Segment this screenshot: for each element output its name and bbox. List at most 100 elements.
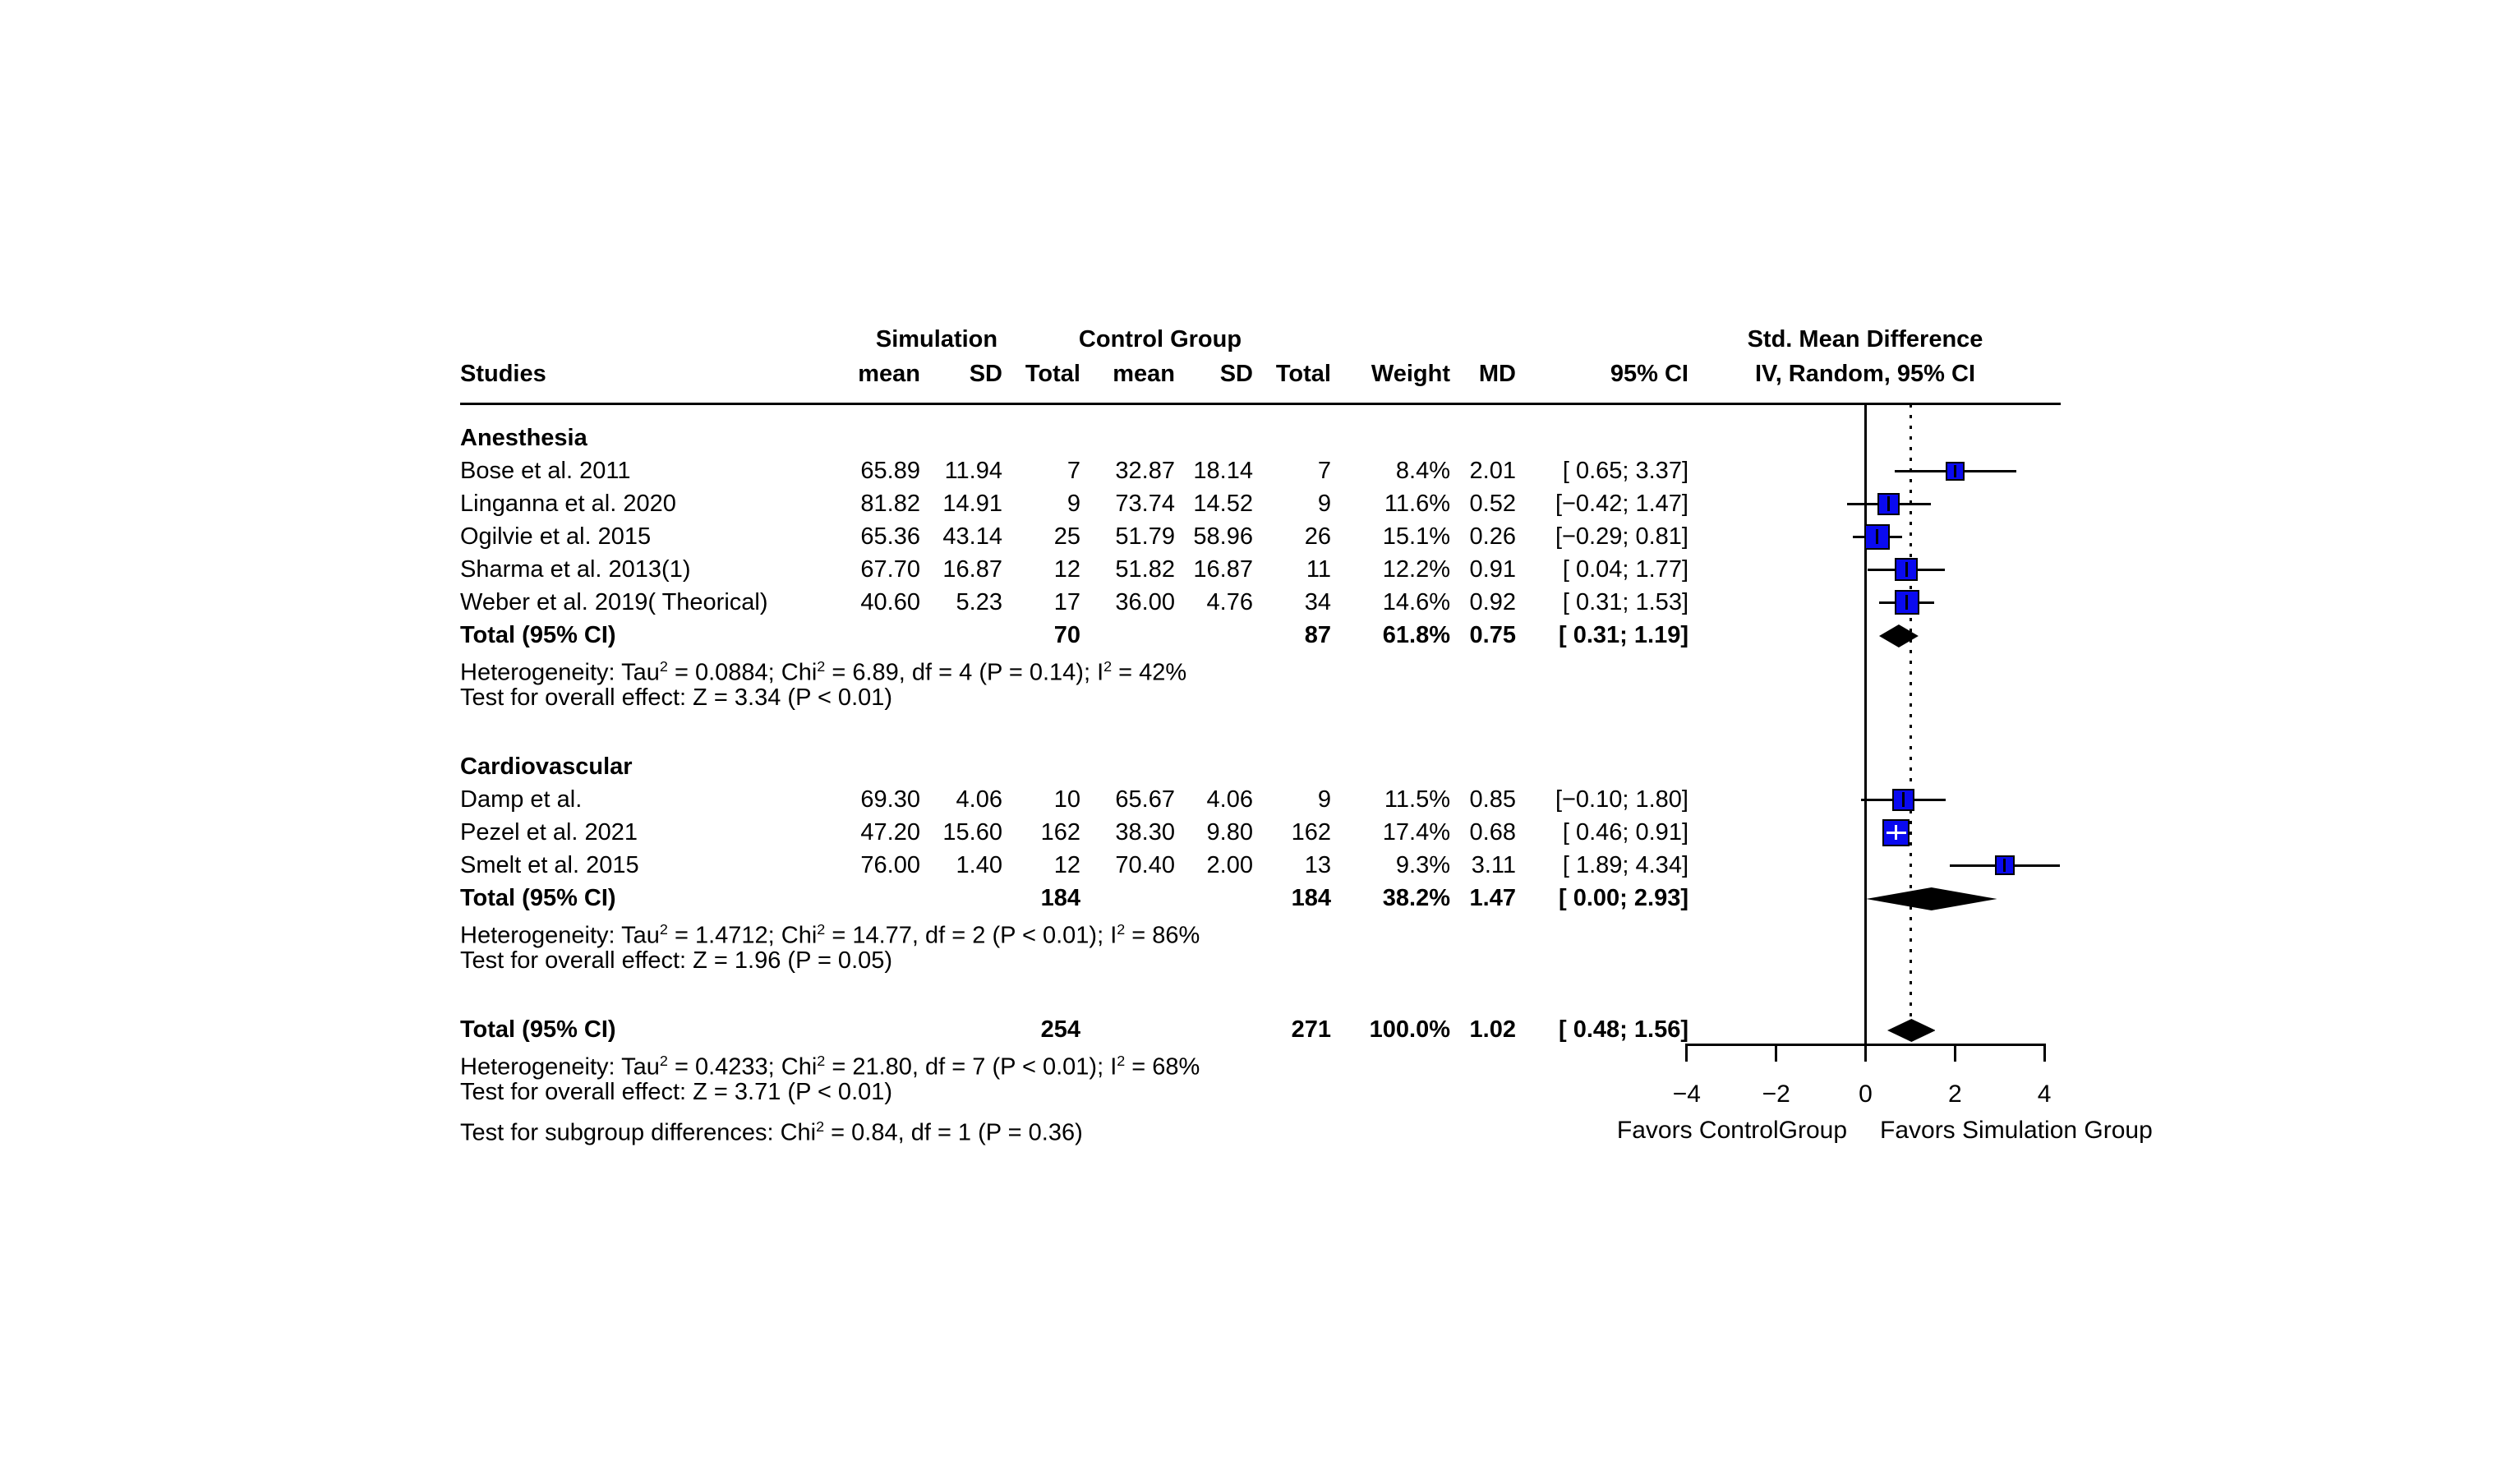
cell-md: 3.11: [1471, 852, 1516, 878]
cell-sim-total: 7: [1067, 458, 1080, 484]
cell-ctrl-total: 9: [1317, 491, 1331, 517]
study-name: Weber et al. 2019( Theorical): [460, 589, 768, 615]
overall-effect-note: Test for overall effect: Z = 3.34 (P < 0…: [460, 684, 893, 711]
header-rule: [460, 403, 2061, 405]
point-estimate-tick: [1894, 825, 1897, 840]
pooled-diamond: [1865, 887, 1997, 910]
cell-sim-mean: 69.30: [860, 786, 920, 813]
cell-ctrl-mean: 73.74: [1115, 491, 1175, 517]
cell-ctrl-total: 11: [1306, 556, 1331, 583]
x-axis-tick-label: −2: [1762, 1081, 1790, 1108]
cell-ctrl-total: 26: [1304, 523, 1331, 550]
cell-sim-sd: 43.14: [942, 523, 1002, 550]
cell-sim-mean: 76.00: [860, 852, 920, 878]
col-header-weight: Weight: [1371, 361, 1450, 387]
effect-square: [1894, 590, 1919, 615]
cell-weight: 8.4%: [1395, 458, 1450, 484]
cell-ctrl-total: 9: [1317, 786, 1331, 813]
pooled-diamond: [1879, 624, 1919, 647]
study-name: Sharma et al. 2013(1): [460, 556, 691, 583]
point-estimate-tick: [1905, 562, 1908, 577]
cell-ci: [ 0.31; 1.53]: [1562, 589, 1688, 615]
cell-weight: 12.2%: [1382, 556, 1450, 583]
cell-sim-sd: 1.40: [956, 852, 1002, 878]
cell-weight: 38.2%: [1382, 885, 1450, 911]
cell-md: 1.02: [1469, 1016, 1516, 1043]
point-estimate-tick: [1902, 792, 1905, 807]
col-header-ci: 95% CI: [1610, 361, 1688, 387]
point-estimate-tick: [1876, 529, 1879, 544]
cell-sim-total: 10: [1053, 786, 1080, 813]
cell-ctrl-sd: 58.96: [1193, 523, 1253, 550]
studies-header: Studies: [460, 361, 546, 387]
cell-ctrl-mean: 51.82: [1115, 556, 1175, 583]
cell-ci: [−0.10; 1.80]: [1555, 786, 1688, 813]
cell-ctrl-sd: 16.87: [1193, 556, 1253, 583]
cell-sim-mean: 47.20: [860, 819, 920, 846]
cell-sim-total: 254: [1040, 1016, 1080, 1043]
cell-ctrl-mean: 51.79: [1115, 523, 1175, 550]
point-estimate-tick: [1954, 464, 1957, 477]
x-axis-tick: [1685, 1044, 1688, 1062]
cell-ctrl-mean: 70.40: [1115, 852, 1175, 878]
x-axis-tick-label: −4: [1672, 1081, 1701, 1108]
cell-weight: 15.1%: [1382, 523, 1450, 550]
cell-ctrl-mean: 36.00: [1115, 589, 1175, 615]
cell-sim-total: 12: [1053, 556, 1080, 583]
cell-sim-mean: 65.89: [860, 458, 920, 484]
cell-weight: 14.6%: [1382, 589, 1450, 615]
x-axis-tick-label: 2: [1947, 1081, 1962, 1108]
cell-ci: [ 0.31; 1.19]: [1559, 622, 1688, 648]
col-header-sim-mean: mean: [858, 361, 920, 387]
cell-sim-sd: 16.87: [942, 556, 1002, 583]
cell-sim-sd: 11.94: [944, 458, 1002, 484]
cell-ctrl-sd: 9.80: [1206, 819, 1253, 846]
cell-ctrl-total: 162: [1291, 819, 1331, 846]
cell-md: 1.47: [1469, 885, 1516, 911]
subgroup-diff-note: Test for subgroup differences: Chi2 = 0.…: [460, 1118, 1083, 1146]
cell-ci: [ 0.04; 1.77]: [1562, 556, 1688, 583]
cell-sim-total: 70: [1053, 622, 1080, 648]
cell-ci: [−0.42; 1.47]: [1555, 491, 1688, 517]
cell-md: 2.01: [1469, 458, 1516, 484]
cell-ctrl-sd: 14.52: [1193, 491, 1253, 517]
cell-ctrl-sd: 4.76: [1206, 589, 1253, 615]
x-axis-tick: [1864, 1044, 1867, 1062]
cell-ci: [ 0.46; 0.91]: [1562, 819, 1688, 846]
cell-ci: [ 1.89; 4.34]: [1562, 852, 1688, 878]
study-name: Linganna et al. 2020: [460, 491, 676, 517]
cell-ctrl-mean: 65.67: [1115, 786, 1175, 813]
column-group-control: Control Group: [1078, 326, 1242, 353]
cell-md: 0.75: [1469, 622, 1516, 648]
cell-sim-mean: 65.36: [860, 523, 920, 550]
heterogeneity-note: Heterogeneity: Tau2 = 0.0884; Chi2 = 6.8…: [460, 658, 1187, 686]
cell-ci: [ 0.48; 1.56]: [1559, 1016, 1688, 1043]
x-axis-tick-label: 4: [2037, 1081, 2052, 1108]
effect-header-line2: IV, Random, 95% CI: [1754, 361, 1976, 387]
cell-ctrl-total: 184: [1291, 885, 1331, 911]
cell-md: 0.85: [1469, 786, 1516, 813]
cell-weight: 100.0%: [1369, 1016, 1450, 1043]
overall-effect-note: Test for overall effect: Z = 3.71 (P < 0…: [460, 1079, 893, 1105]
favors-right-label: Favors Simulation Group: [1880, 1117, 2153, 1144]
cell-ctrl-total: 87: [1304, 622, 1331, 648]
cell-sim-sd: 5.23: [956, 589, 1002, 615]
study-name: Bose et al. 2011: [460, 458, 631, 484]
subgroup-label: Cardiovascular: [460, 753, 633, 780]
pooled-diamond: [1887, 1019, 1936, 1042]
x-axis-tick: [1775, 1044, 1778, 1062]
cell-sim-total: 12: [1053, 852, 1080, 878]
cell-weight: 11.5%: [1384, 786, 1450, 813]
cell-sim-sd: 4.06: [956, 786, 1002, 813]
cell-sim-sd: 15.60: [942, 819, 1002, 846]
study-name: Pezel et al. 2021: [460, 819, 638, 846]
null-effect-line: [1864, 404, 1867, 1046]
favors-left-label: Favors ControlGroup: [1616, 1117, 1847, 1144]
cell-ci: [−0.29; 0.81]: [1555, 523, 1688, 550]
study-name: Damp et al.: [460, 786, 583, 813]
point-estimate-tick: [1905, 595, 1909, 610]
cell-ci: [ 0.65; 3.37]: [1562, 458, 1688, 484]
cell-md: 0.91: [1469, 556, 1516, 583]
subgroup-total-label: Total (95% CI): [460, 885, 616, 911]
